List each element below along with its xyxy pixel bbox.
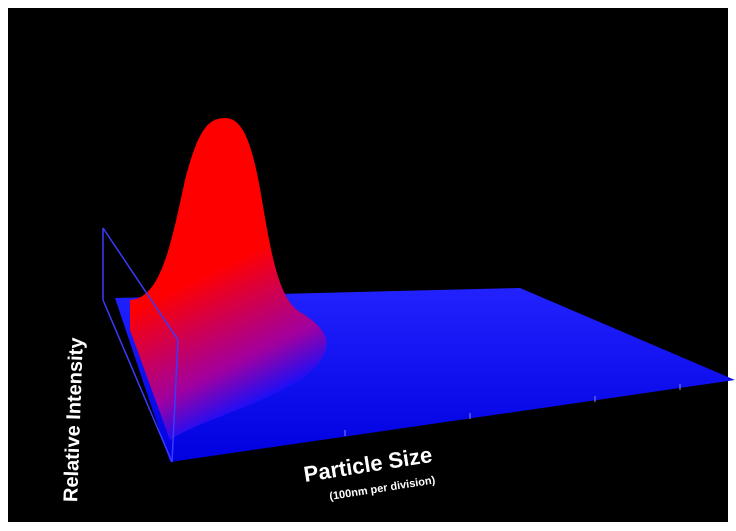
axis-box <box>102 227 179 463</box>
surface-peak <box>130 118 327 440</box>
axis-ticks <box>344 384 681 436</box>
plot-background <box>8 8 728 522</box>
